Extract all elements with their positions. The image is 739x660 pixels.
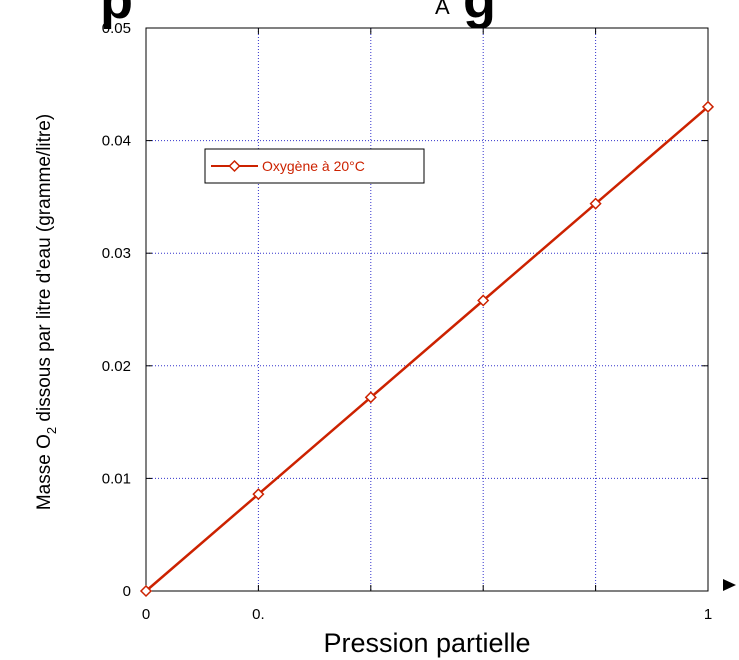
header-fragment: p A g (100, 0, 496, 30)
y-tick-label: 0.02 (102, 358, 131, 375)
y-tick-label: 0.05 (102, 20, 131, 37)
header-fragment-right: g (463, 0, 496, 30)
data-point-marker (701, 100, 715, 113)
header-fragment-mid: A (435, 0, 450, 19)
grid (146, 28, 708, 591)
plot-area (145, 27, 709, 592)
x-tick-label: 0. (252, 606, 265, 623)
y-axis-ticks: 0 0.01 0.02 0.03 0.04 0.05 (102, 20, 708, 600)
data-point-marker (364, 391, 377, 404)
y-axis-label: Masse O2 dissous par litre d'eau (gramme… (34, 114, 59, 510)
y-tick-label: 0.03 (102, 245, 131, 262)
data-point-marker (589, 197, 602, 210)
y-tick-label: 0.01 (102, 470, 131, 487)
y-tick-label: 0.04 (102, 133, 131, 150)
x-tick-label: 1 (704, 606, 712, 623)
series-line (145, 105, 709, 592)
x-axis-arrow-icon (723, 579, 736, 591)
header-fragment-left: p (100, 0, 133, 30)
x-axis-ticks: 0 0. 1 (142, 28, 712, 623)
data-point-marker (139, 584, 153, 598)
legend: Oxygène à 20°C (204, 148, 425, 184)
y-tick-label: 0 (123, 583, 131, 600)
legend-label: Oxygène à 20°C (262, 158, 365, 174)
series-layer (139, 100, 715, 598)
legend-marker (228, 159, 241, 173)
data-point-marker (252, 488, 265, 501)
data-point-marker (477, 294, 490, 307)
x-tick-label: 0 (142, 606, 150, 623)
x-axis-label: Pression partielle (323, 628, 530, 658)
